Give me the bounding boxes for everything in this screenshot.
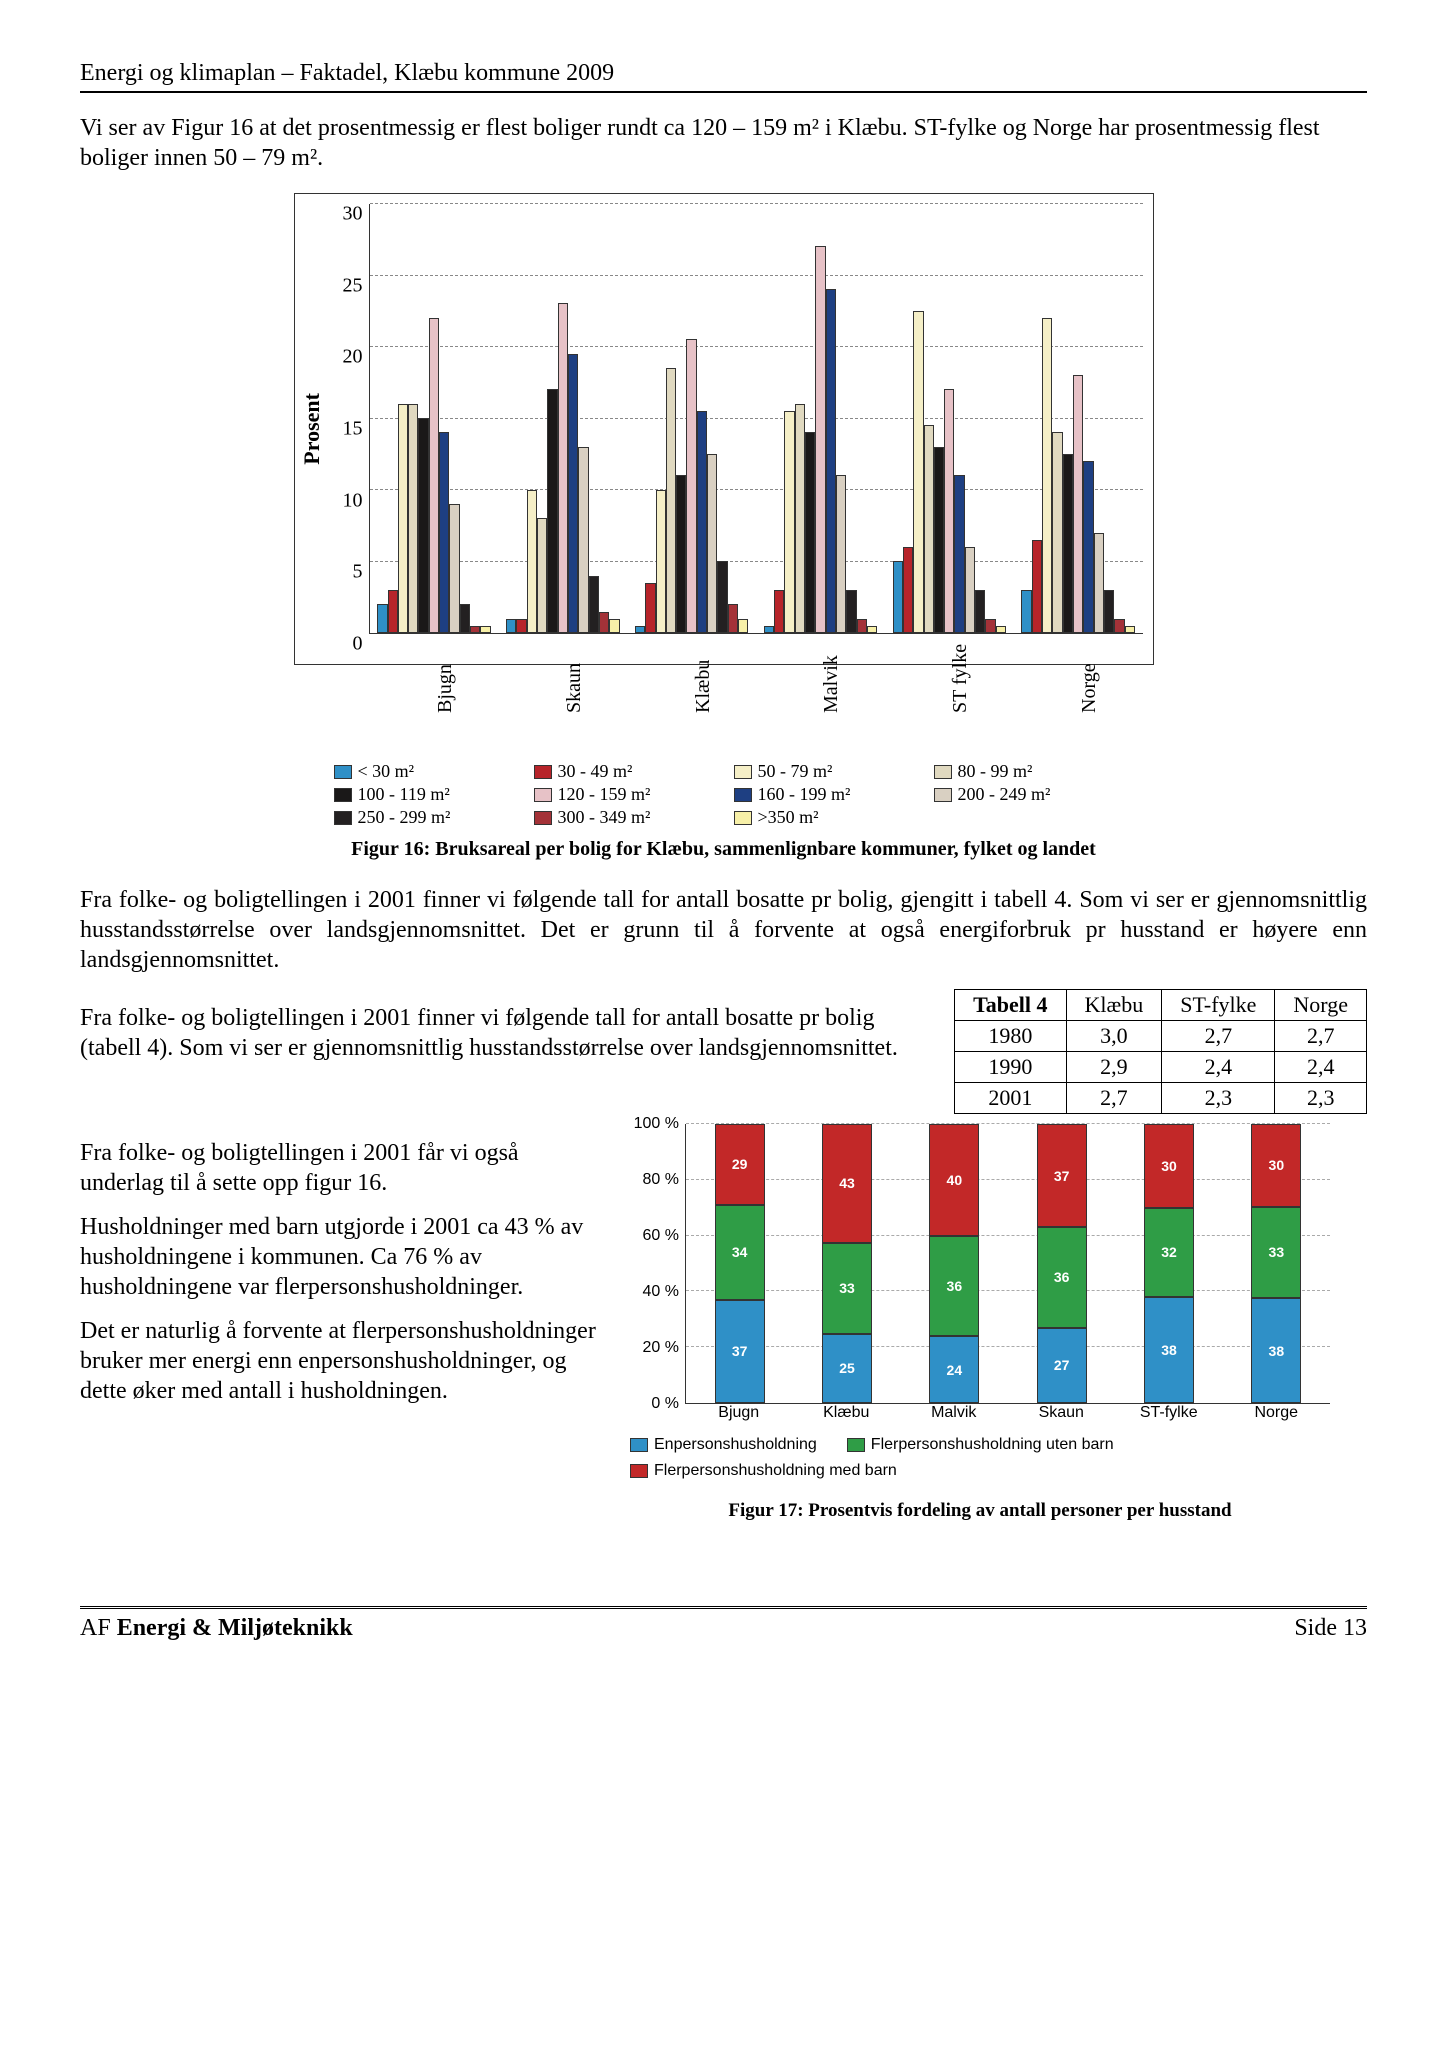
page-header: Energi og klimaplan – Faktadel, Klæbu ko… xyxy=(80,60,1367,93)
body-paragraph: Husholdninger med barn utgjorde i 2001 c… xyxy=(80,1212,600,1302)
mid-paragraph: Fra folke- og boligtellingen i 2001 finn… xyxy=(80,885,1367,975)
figure-16-caption: Figur 16: Bruksareal per bolig for Klæbu… xyxy=(80,838,1367,861)
chart16-legend: < 30 m²30 - 49 m²50 - 79 m²80 - 99 m²100… xyxy=(334,761,1114,828)
chart17-legend: EnpersonshusholdningFlerpersonshusholdni… xyxy=(630,1436,1330,1480)
chart16-ylabel: Prosent xyxy=(295,393,329,465)
figure-16: Prosent 051015202530 BjugnSkaunKlæbuMalv… xyxy=(294,193,1154,828)
intro-paragraph: Vi ser av Figur 16 at det prosentmessig … xyxy=(80,113,1367,173)
footer-left: AF Energi & Miljøteknikk xyxy=(80,1615,353,1642)
body-paragraph: Fra folke- og boligtellingen i 2001 får … xyxy=(80,1138,600,1198)
figure-17-caption: Figur 17: Prosentvis fordeling av antall… xyxy=(630,1500,1330,1522)
figure-17: 0 %20 %40 %60 %80 %100 % 293437433325403… xyxy=(630,1124,1330,1546)
body-paragraph: Det er naturlig å forvente at flerperson… xyxy=(80,1316,600,1406)
table-4: Tabell 4KlæbuST-fylkeNorge19803,02,72,71… xyxy=(954,989,1367,1114)
page-footer: AF Energi & Miljøteknikk Side 13 xyxy=(80,1606,1367,1642)
wrap-paragraph: Fra folke- og boligtellingen i 2001 finn… xyxy=(80,1003,924,1063)
footer-page: Side 13 xyxy=(1294,1615,1367,1642)
